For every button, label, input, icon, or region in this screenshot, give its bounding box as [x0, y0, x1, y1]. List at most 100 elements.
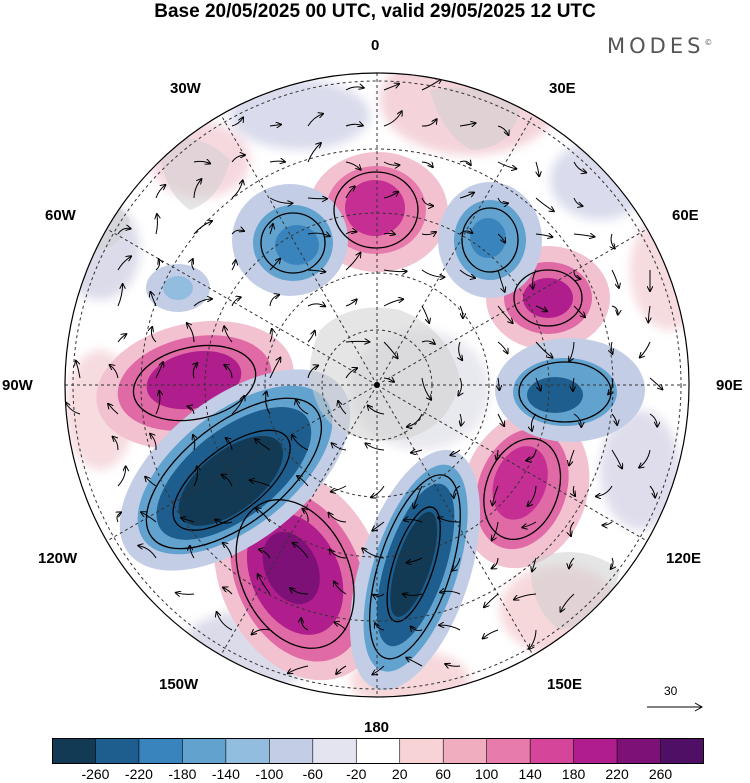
- wind-vector: [258, 574, 271, 595]
- lon-label-60e: 60E: [672, 207, 699, 224]
- wind-vector: [460, 413, 461, 426]
- wind-vector: [492, 557, 499, 569]
- colorbar-swatch: [269, 738, 314, 764]
- colorbar-swatch: [529, 738, 575, 764]
- wind-vector: [497, 305, 513, 323]
- wind-vector: [372, 665, 385, 675]
- wind-vector: [345, 231, 357, 235]
- wind-vector: [331, 485, 347, 492]
- wind-vector: [407, 557, 423, 563]
- wind-reference-arrow-icon: [647, 702, 704, 712]
- wind-vector: [414, 485, 423, 508]
- wind-vector: [188, 406, 195, 415]
- colorbar-swatch: [486, 738, 531, 764]
- colorbar-swatch: [52, 738, 97, 764]
- wind-vector: [373, 593, 385, 596]
- wind-vector: [256, 508, 271, 523]
- wind-vector: [497, 449, 499, 460]
- wind-vector: [193, 363, 197, 379]
- colorbar-tick-label: 60: [435, 766, 451, 782]
- wind-vector: [649, 485, 655, 498]
- wind-vector: [411, 450, 423, 453]
- wind-vector: [193, 221, 212, 235]
- wind-vector: [217, 612, 233, 631]
- wind-vector: [497, 125, 509, 135]
- wind-vector: [293, 543, 309, 559]
- colorbar: [52, 738, 704, 764]
- wind-vector: [561, 593, 575, 612]
- wind-vector: [383, 341, 398, 358]
- wind-vector: [573, 305, 585, 317]
- wind-vector: [288, 665, 309, 673]
- wind-vector: [155, 362, 163, 379]
- wind-vector: [307, 331, 315, 343]
- wind-vector: [421, 377, 431, 400]
- wind-vector: [458, 377, 461, 396]
- colorbar-swatch: [182, 738, 227, 764]
- wind-vector: [303, 509, 309, 523]
- colorbar-tick-label: -260: [81, 766, 110, 782]
- wind-vector: [531, 413, 537, 431]
- colorbar-swatch: [660, 738, 704, 764]
- wind-vector: [611, 305, 618, 315]
- colorbar-swatch: [225, 738, 271, 764]
- wind-vector: [497, 197, 508, 204]
- lon-label-180: 180: [364, 719, 390, 736]
- wind-vector: [404, 520, 423, 522]
- wind-vector: [362, 548, 385, 559]
- wind-vector: [345, 368, 357, 379]
- wind-vector: [421, 162, 433, 167]
- wind-vector: [492, 485, 499, 505]
- brand-text: MODES: [607, 34, 705, 58]
- wind-vector: [231, 260, 236, 271]
- wind-vector: [108, 404, 119, 415]
- wind-vector: [150, 434, 157, 451]
- wind-vector: [215, 519, 233, 523]
- lon-label-150w: 150W: [159, 676, 199, 693]
- wind-vector: [596, 485, 613, 496]
- wind-vector: [187, 323, 195, 343]
- lon-label-30w: 30W: [170, 80, 201, 97]
- wind-vector: [421, 269, 444, 277]
- wind-vector: [459, 305, 463, 318]
- wind-vector: [611, 557, 613, 569]
- wind-vector: [110, 365, 119, 379]
- wind-vector: [338, 401, 347, 415]
- colorbar-swatch: [355, 738, 401, 764]
- wind-vector: [345, 299, 357, 307]
- colorbar-swatch: [573, 738, 618, 764]
- wind-vector: [231, 118, 243, 127]
- wind-vector: [193, 435, 195, 451]
- wind-vector: [117, 228, 131, 235]
- wind-vector: [345, 341, 369, 342]
- wind-vector: [117, 334, 126, 343]
- negative-anomaly-6: [349, 449, 481, 691]
- wind-vector: [266, 392, 271, 415]
- wind-vector: [421, 232, 436, 235]
- wind-vector: [307, 233, 330, 236]
- wind-vectors: [66, 79, 663, 675]
- wind-vector: [290, 588, 309, 595]
- wind-vector: [459, 161, 471, 165]
- wind-vector: [269, 197, 292, 203]
- wind-vector: [151, 292, 157, 307]
- wind-vector: [484, 593, 499, 607]
- wind-vector: [269, 125, 281, 127]
- wind-vector: [459, 269, 475, 278]
- colorbar-swatch: [399, 738, 445, 764]
- wind-vector: [421, 119, 437, 127]
- wind-vector: [611, 233, 615, 249]
- wind-vector: [156, 214, 157, 235]
- wind-vector: [535, 377, 541, 391]
- wind-vector: [383, 270, 407, 272]
- colorbar-swatch: [442, 738, 488, 764]
- wind-vector: [334, 582, 347, 595]
- wind-vector: [492, 521, 499, 540]
- wind-vector: [440, 591, 461, 595]
- wind-vector: [407, 413, 423, 427]
- wind-vector: [345, 253, 361, 271]
- anomaly-field: [65, 73, 689, 697]
- wind-vector: [66, 402, 81, 415]
- wind-vector: [307, 114, 323, 127]
